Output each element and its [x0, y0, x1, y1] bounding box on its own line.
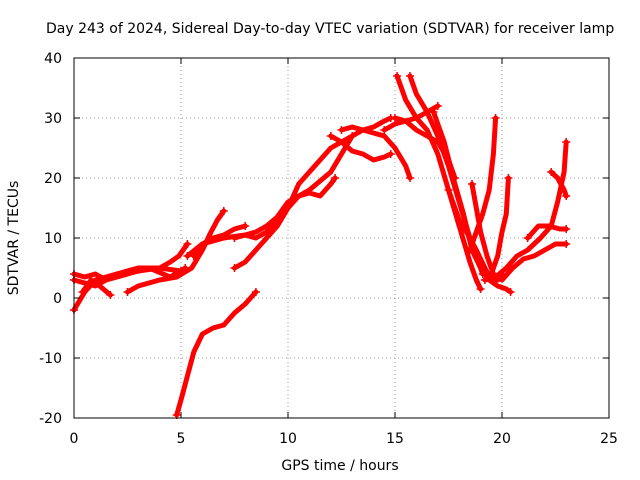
x-axis-ticks: 0 5 10 15 20 25	[70, 58, 618, 447]
x-axis-label: GPS time / hours	[281, 458, 398, 474]
series-marker	[393, 72, 402, 80]
x-tick-label: 5	[177, 431, 186, 447]
series-marker	[562, 192, 571, 200]
series-marker	[230, 264, 239, 272]
series-marker	[523, 234, 532, 242]
series-marker	[562, 138, 571, 146]
x-tick-label: 0	[70, 431, 79, 447]
series-marker	[78, 288, 87, 296]
series-marker	[405, 174, 414, 182]
series-arc15	[394, 73, 484, 292]
series-marker	[123, 288, 132, 296]
series-arc21	[488, 175, 511, 277]
y-tick-label: -10	[39, 351, 62, 367]
series-marker	[337, 126, 346, 134]
series-arc6	[174, 289, 259, 418]
x-tick-label: 20	[493, 431, 511, 447]
series-arc10	[232, 133, 355, 271]
series-arc18	[446, 187, 505, 283]
series-arc3	[71, 265, 188, 283]
series-arc9	[232, 175, 338, 241]
series-marker	[476, 285, 485, 293]
y-tick-label: 20	[44, 171, 62, 187]
series-marker	[251, 288, 260, 296]
series-marker	[106, 291, 115, 299]
series-marker	[241, 222, 250, 230]
series-marker	[465, 246, 474, 254]
series-marker	[331, 174, 340, 182]
series-marker	[219, 207, 228, 215]
y-tick-label: 40	[44, 51, 62, 67]
series-marker	[429, 108, 438, 116]
series-marker	[391, 114, 399, 122]
series-marker	[326, 132, 335, 140]
series-arc20	[469, 181, 569, 283]
series-layer	[70, 72, 571, 419]
series-marker	[380, 126, 389, 134]
chart-title: Day 243 of 2024, Sidereal Day-to-day VTE…	[46, 21, 614, 37]
series-arc12	[339, 124, 413, 181]
series-marker	[230, 234, 239, 242]
y-tick-label: 30	[44, 111, 62, 127]
series-marker	[547, 168, 556, 176]
series-arc5	[125, 208, 227, 295]
series-marker	[386, 150, 395, 158]
series-marker	[562, 225, 571, 233]
x-tick-label: 10	[279, 431, 297, 447]
series-marker	[183, 252, 192, 260]
y-axis-label: SDTVAR / TECUs	[6, 181, 22, 296]
series-marker	[468, 180, 477, 188]
series-arc4	[80, 277, 113, 298]
series-arc19	[467, 115, 499, 253]
series-marker	[491, 114, 500, 122]
y-tick-label: 0	[53, 291, 62, 307]
series-marker	[480, 276, 489, 284]
series-marker	[506, 288, 515, 296]
series-marker	[183, 240, 192, 248]
series-marker	[433, 102, 442, 110]
series-marker	[504, 174, 513, 182]
series-arc17	[431, 109, 514, 295]
y-axis-ticks: -20 -10 0 10 20 30 40	[39, 51, 609, 427]
y-tick-label: -20	[39, 411, 62, 427]
x-tick-label: 25	[600, 431, 618, 447]
series-marker	[562, 240, 571, 248]
y-tick-label: 10	[44, 231, 62, 247]
series-marker	[405, 72, 414, 80]
series-arc24	[548, 169, 569, 199]
series-arc23	[525, 223, 569, 241]
series-marker	[444, 186, 453, 194]
x-tick-label: 15	[386, 431, 404, 447]
series-marker	[348, 132, 357, 140]
series-arc11	[328, 133, 394, 163]
